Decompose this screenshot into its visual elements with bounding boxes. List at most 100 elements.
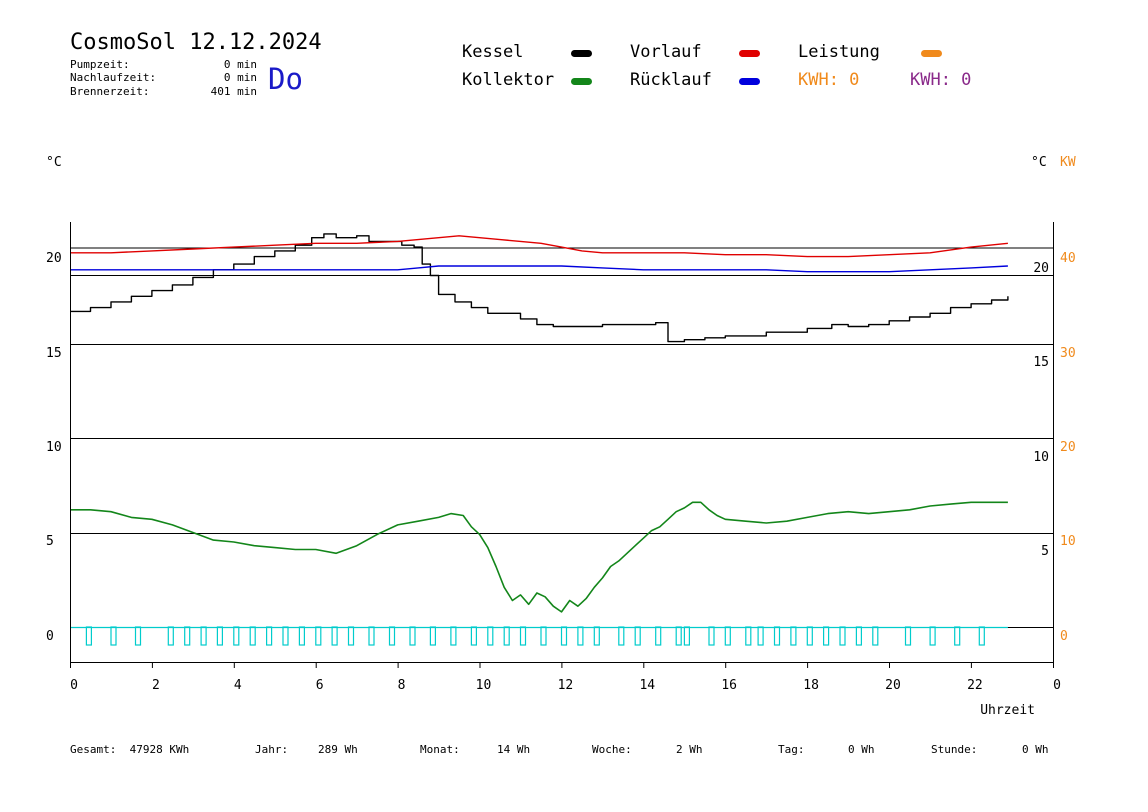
stat-total-value: 47928 KWh xyxy=(129,743,190,756)
leistung-pulse-37 xyxy=(773,626,781,646)
leistung-pulse-47 xyxy=(978,626,985,646)
x-tick-label-8: 16 xyxy=(721,678,737,693)
legend-kollektor-swatch xyxy=(571,78,592,85)
y-tick-right-kw-0: 0 xyxy=(1060,629,1068,644)
leistung-pulse-43 xyxy=(872,626,879,646)
leistung-pulse-41 xyxy=(839,626,846,646)
leistung-pulse-30 xyxy=(655,626,662,646)
legend-kessel-label: Kessel xyxy=(462,42,524,62)
leistung-pulse-1 xyxy=(110,626,117,646)
leistung-pulse-15 xyxy=(368,626,375,646)
leistung-pulse-34 xyxy=(724,626,731,646)
legend-leistung-label: Leistung xyxy=(798,42,880,62)
leistung-pulse-7 xyxy=(233,626,240,646)
right-kw-unit-label: KW xyxy=(1060,155,1076,170)
leistung-pulse-32 xyxy=(683,626,691,646)
x-tick-label-3: 6 xyxy=(316,678,324,693)
legend-leistung-swatch xyxy=(921,50,942,57)
leistung-pulse-5 xyxy=(200,626,207,646)
x-tick-label-11: 22 xyxy=(967,678,983,693)
leistung-pulse-46 xyxy=(954,626,961,646)
x-tick-label-1: 2 xyxy=(152,678,160,693)
y-tick-right-kw-10: 10 xyxy=(1060,534,1076,549)
kwh-orange-label: KWH: 0 xyxy=(798,70,860,90)
y-tick-right-kw-20: 20 xyxy=(1060,440,1076,455)
leistung-pulse-27 xyxy=(593,626,600,646)
stat-hour-label: Stunde: xyxy=(931,743,978,756)
leistung-pulse-18 xyxy=(429,626,436,646)
leistung-pulse-13 xyxy=(331,626,338,646)
burner-time-value: 401 min xyxy=(210,85,257,98)
y-tick-left-20: 20 xyxy=(46,251,62,266)
right-unit-label: °C xyxy=(1031,155,1047,170)
x-axis-label: Uhrzeit xyxy=(980,703,1035,718)
leistung-pulse-12 xyxy=(315,626,322,646)
series-kessel-line xyxy=(70,233,1009,343)
leistung-pulse-40 xyxy=(822,626,830,646)
legend-kollektor-label: Kollektor xyxy=(462,70,555,90)
series-rcklauf-line xyxy=(70,265,1008,273)
series-vorlauf-line xyxy=(70,235,1008,258)
stat-year-label: Jahr: xyxy=(255,743,289,756)
leistung-pulse-8 xyxy=(249,626,256,646)
leistung-pulse-4 xyxy=(184,626,191,646)
stat-total: Gesamt: 47928 KWh xyxy=(70,743,189,756)
stat-month-value: 14 Wh xyxy=(497,743,531,756)
stat-day-label: Tag: xyxy=(778,743,805,756)
leistung-pulse-2 xyxy=(134,626,142,646)
leistung-pulse-35 xyxy=(745,626,752,646)
leistung-pulse-16 xyxy=(388,626,396,646)
x-tick-label-12: 0 xyxy=(1053,678,1061,693)
overrun-time-value: 0 min xyxy=(223,71,257,84)
pump-time-row: Pumpzeit: 0 min xyxy=(70,58,257,71)
leistung-pulse-31 xyxy=(675,626,682,646)
leistung-pulse-14 xyxy=(347,626,355,646)
x-tick-label-2: 4 xyxy=(234,678,242,693)
weekday-label: Do xyxy=(268,62,303,96)
x-tick-label-10: 20 xyxy=(885,678,901,693)
stat-year-value: 289 Wh xyxy=(318,743,358,756)
legend-kessel-swatch xyxy=(571,50,592,57)
leistung-pulse-36 xyxy=(757,626,764,646)
leistung-pulse-9 xyxy=(266,626,273,646)
y-tick-left-0: 0 xyxy=(46,629,54,644)
overrun-time-label: Nachlaufzeit: xyxy=(70,71,157,84)
left-unit-label: °C xyxy=(46,155,62,170)
leistung-pulse-23 xyxy=(519,626,527,646)
leistung-pulse-29 xyxy=(634,626,641,646)
kwh-purple-label: KWH: 0 xyxy=(910,70,972,90)
leistung-pulse-0 xyxy=(85,626,93,646)
leistung-pulse-26 xyxy=(577,626,584,646)
pump-time-label: Pumpzeit: xyxy=(70,58,130,71)
stat-week-value: 2 Wh xyxy=(676,743,703,756)
leistung-pulse-45 xyxy=(929,626,936,646)
leistung-pulse-3 xyxy=(167,626,174,646)
leistung-pulse-44 xyxy=(904,626,912,646)
overrun-time-row: Nachlaufzeit: 0 min xyxy=(70,71,257,84)
series-kollektor-line xyxy=(70,501,1008,613)
stat-hour-value: 0 Wh xyxy=(1022,743,1049,756)
burner-time-label: Brennerzeit: xyxy=(70,85,150,98)
legend-vorlauf-label: Vorlauf xyxy=(630,42,702,62)
y-tick-right-temp-5: 5 xyxy=(1041,544,1049,559)
y-tick-left-10: 10 xyxy=(46,440,62,455)
y-tick-left-15: 15 xyxy=(46,346,62,361)
y-tick-right-temp-15: 15 xyxy=(1033,355,1049,370)
stat-week-label: Woche: xyxy=(592,743,632,756)
leistung-pulse-10 xyxy=(282,626,289,646)
y-tick-right-kw-30: 30 xyxy=(1060,346,1076,361)
leistung-pulse-28 xyxy=(618,626,625,646)
leistung-pulse-21 xyxy=(487,626,494,646)
stat-month-label: Monat: xyxy=(420,743,460,756)
legend-vorlauf-swatch xyxy=(739,50,760,57)
x-tick-label-7: 14 xyxy=(639,678,655,693)
burner-time-row: Brennerzeit: 401 min xyxy=(70,85,257,98)
leistung-pulse-39 xyxy=(806,626,813,646)
leistung-pulse-24 xyxy=(540,626,547,646)
leistung-pulse-6 xyxy=(216,626,223,646)
y-tick-left-5: 5 xyxy=(46,534,54,549)
x-tick-label-9: 18 xyxy=(803,678,819,693)
stat-total-label: Gesamt: xyxy=(70,743,117,756)
leistung-pulse-38 xyxy=(790,626,797,646)
